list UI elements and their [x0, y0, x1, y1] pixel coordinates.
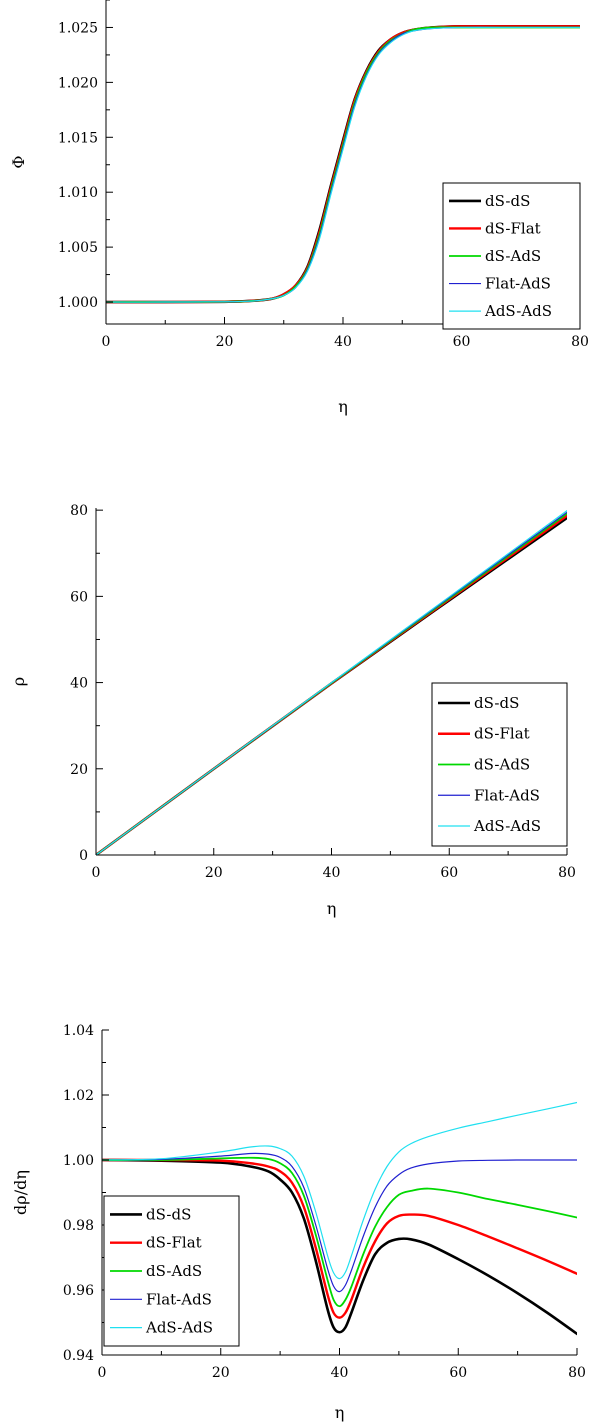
x-tick-label: 20 [216, 334, 234, 350]
y-tick-label: 1.005 [58, 240, 98, 256]
y-tick-label: 1.02 [63, 1088, 94, 1104]
y-tick-label: 1.00 [63, 1153, 94, 1169]
legend-label: Flat-AdS [485, 275, 551, 293]
chart-panel-2: 0 20 40 60 80 0 20 40 60 80 η ρ dS-dS dS-Flat dS-AdS Fl… [9, 503, 576, 918]
x-tick-label: 20 [205, 865, 223, 881]
x-tick-label: 40 [323, 865, 341, 881]
series-lines [102, 1101, 577, 1336]
legend: dS-dS dS-Flat dS-AdS Flat-AdS AdS-AdS [442, 182, 581, 330]
y-tick-label: 1.020 [58, 75, 98, 91]
y-tick-label: 1.000 [58, 295, 98, 311]
x-tick-label: 80 [558, 865, 576, 881]
x-tick-label: 60 [440, 865, 458, 881]
legend-label: dS-Flat [485, 219, 541, 237]
series-lines [106, 24, 580, 304]
series-line-ads-ads [102, 1101, 577, 1280]
x-tick-label: 60 [449, 1365, 467, 1381]
x-axis-label: η [338, 397, 348, 416]
series-line-flat-ads [102, 1152, 577, 1293]
x-tick-label: 40 [331, 1365, 349, 1381]
series-line-ds-ads [102, 1156, 577, 1308]
x-tick-label: 0 [102, 334, 111, 350]
y-tick-label: 20 [70, 762, 88, 778]
legend-label: AdS-AdS [473, 817, 541, 835]
chart-panel-3: 0 20 40 60 80 0.94 0.96 0.98 1.00 1.02 1.04 η dρ/dη d… [11, 1023, 586, 1422]
legend-label: dS-AdS [474, 756, 530, 774]
y-tick-label: 1.025 [58, 20, 98, 36]
y-tick-label: 1.04 [63, 1023, 94, 1039]
y-tick-label: 1.015 [58, 130, 98, 146]
y-tick-label: 1.010 [58, 185, 98, 201]
y-tick-label: 80 [70, 503, 88, 519]
legend-label: dS-AdS [485, 247, 541, 265]
legend-label: Flat-AdS [474, 786, 540, 804]
legend: dS-dS dS-Flat dS-AdS Flat-AdS AdS-AdS [103, 1195, 240, 1347]
y-tick-label: 0.98 [63, 1218, 94, 1234]
series-line-ds-flat [102, 1158, 577, 1319]
series-line-ds-ds [102, 1158, 577, 1336]
series-lines [96, 509, 567, 855]
x-tick-label: 0 [98, 1365, 107, 1381]
chart-panel-1: 0 20 40 60 80 1.000 1.005 1.010 1.015 1.020 1.025 η… [9, 0, 589, 416]
series-line-ads-ads [106, 26, 580, 303]
y-tick-label: 0 [79, 848, 88, 864]
legend-label: Flat-AdS [146, 1290, 212, 1308]
y-tick-label: 40 [70, 676, 88, 692]
x-tick-label: 20 [212, 1365, 230, 1381]
x-tick-label: 80 [571, 334, 589, 350]
x-tick-label: 60 [453, 334, 471, 350]
y-tick-label: 60 [70, 589, 88, 605]
x-axis-label: η [335, 1403, 345, 1422]
y-axis-label: Φ [9, 155, 28, 168]
legend-label: dS-Flat [146, 1234, 202, 1252]
legend-label: AdS-AdS [484, 302, 552, 320]
x-tick-label: 0 [92, 865, 101, 881]
legend-label: AdS-AdS [145, 1319, 213, 1337]
series-line-ads-ads [96, 509, 567, 855]
legend-label: dS-dS [485, 192, 530, 210]
legend-label: dS-dS [146, 1205, 191, 1223]
x-tick-label: 80 [568, 1365, 586, 1381]
x-tick-label: 40 [334, 334, 352, 350]
legend-label: dS-Flat [474, 725, 530, 743]
legend-label: dS-dS [474, 694, 519, 712]
x-axis-label: η [327, 899, 337, 918]
legend-label: dS-AdS [146, 1262, 202, 1280]
y-axis-label: dρ/dη [11, 1170, 30, 1215]
y-axis-label: ρ [9, 677, 28, 686]
y-tick-label: 0.96 [63, 1283, 94, 1299]
legend: dS-dS dS-Flat dS-AdS Flat-AdS AdS-AdS [431, 682, 568, 847]
y-tick-label: 0.94 [63, 1348, 94, 1364]
